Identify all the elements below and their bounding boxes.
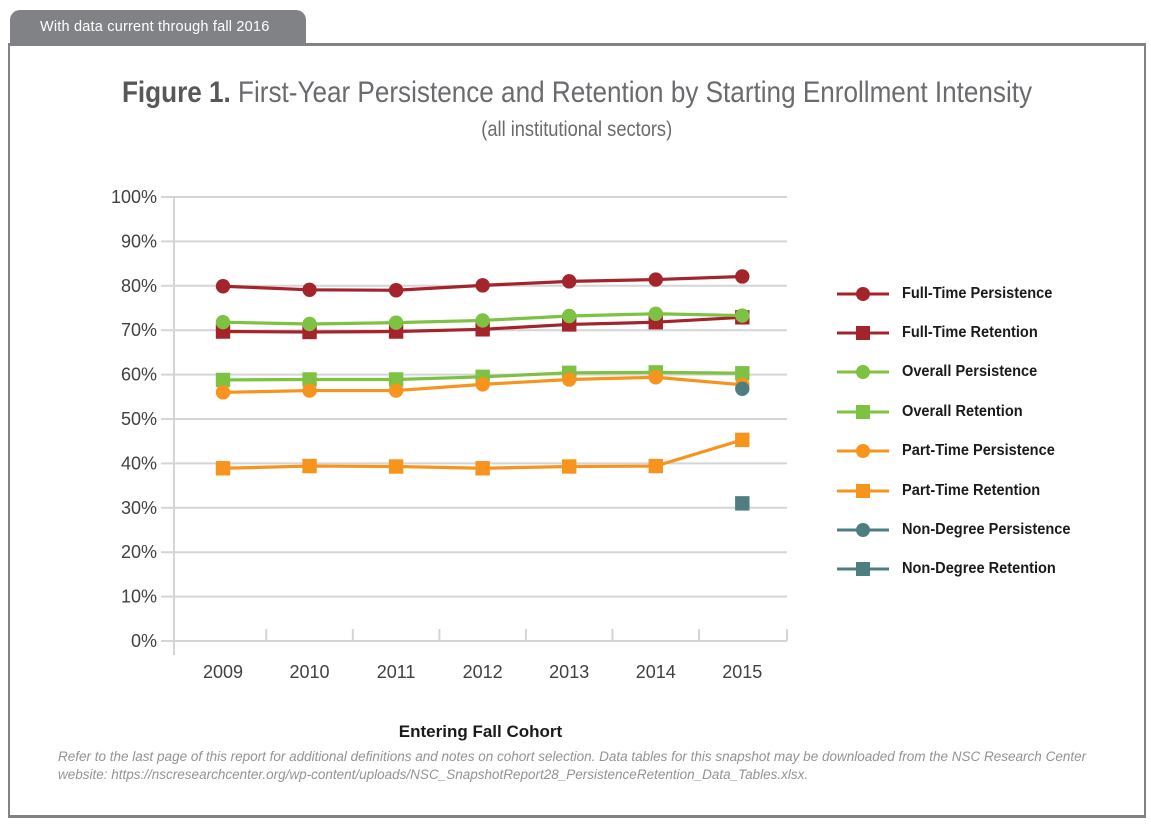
y-axis-tick-label: 70% <box>121 320 157 340</box>
y-axis-tick-label: 80% <box>121 276 157 296</box>
figure-title: Figure 1. First-Year Persistence and Ret… <box>10 76 1144 110</box>
square-marker-icon <box>837 326 889 341</box>
data-point-overall-persistence <box>648 306 663 321</box>
data-point-overall-retention <box>735 366 750 381</box>
data-point-part-time-retention <box>388 459 404 474</box>
x-axis-tick-label: 2012 <box>463 662 503 682</box>
data-point-non-degree-persistence <box>735 381 750 397</box>
x-axis-tick-label: 2013 <box>549 662 589 682</box>
data-point-overall-persistence <box>302 316 317 332</box>
data-point-overall-retention <box>388 372 404 387</box>
x-axis-title: Entering Fall Cohort <box>398 722 563 741</box>
y-axis-tick-label: 40% <box>121 453 157 473</box>
legend-square-glyph <box>856 562 870 577</box>
data-point-full-time-persistence <box>562 274 577 289</box>
legend-square-glyph <box>856 483 870 498</box>
y-axis-tick-label: 90% <box>121 231 157 251</box>
legend-item-part-time-retention: Part-Time Retention <box>837 471 1081 510</box>
legend-label: Full-Time Persistence <box>902 284 1053 302</box>
data-point-part-time-retention <box>562 459 577 474</box>
data-currency-banner: With data current through fall 2016 <box>10 10 306 44</box>
square-marker-icon <box>837 404 889 419</box>
legend-item-non-degree-persistence: Non-Degree Persistence <box>837 510 1081 549</box>
y-axis-tick-label: 10% <box>121 587 157 607</box>
figure-box: Figure 1. First-Year Persistence and Ret… <box>8 43 1146 818</box>
data-point-overall-persistence <box>562 308 577 324</box>
data-point-overall-persistence <box>388 315 404 330</box>
circle-marker-icon <box>837 444 889 459</box>
data-point-overall-persistence <box>475 313 490 328</box>
x-axis-tick-label: 2010 <box>290 662 330 682</box>
legend-label: Overall Retention <box>902 402 1023 420</box>
data-point-non-degree-retention <box>735 496 750 511</box>
banner-text: With data current through fall 2016 <box>40 19 270 35</box>
chart-legend: Full-Time Persistence Full-Time Retention… <box>837 274 1081 589</box>
data-point-part-time-persistence <box>562 372 577 387</box>
legend-square-glyph <box>856 404 870 419</box>
data-point-full-time-persistence <box>388 283 404 298</box>
data-point-part-time-retention <box>475 461 490 476</box>
data-point-part-time-retention <box>648 458 663 474</box>
x-axis-tick-label: 2009 <box>203 662 243 682</box>
data-point-part-time-persistence <box>475 377 490 392</box>
figure-title-text: First-Year Persistence and Retention by … <box>230 76 1033 109</box>
y-axis-tick-label: 100% <box>111 187 157 207</box>
persistence-retention-line-chart: 0% 10% 20% 30% 40% 50% 60% 70% 80% 90% 100% 2009 201… <box>111 187 788 682</box>
footnote: Refer to the last page of this report fo… <box>58 749 1087 782</box>
data-point-part-time-retention <box>735 432 750 448</box>
circle-marker-icon <box>837 523 889 538</box>
x-axis-tick-label: 2015 <box>722 662 762 682</box>
legend-label: Part-Time Persistence <box>902 442 1055 460</box>
data-point-overall-persistence <box>735 308 750 323</box>
y-axis-tick-label: 20% <box>121 542 157 562</box>
data-point-part-time-persistence <box>388 383 404 398</box>
data-point-part-time-persistence <box>215 385 231 400</box>
data-point-full-time-persistence <box>302 282 317 297</box>
legend-label: Part-Time Retention <box>902 481 1041 499</box>
data-point-full-time-persistence <box>475 278 490 293</box>
data-point-part-time-persistence <box>302 383 317 398</box>
legend-item-overall-persistence: Overall Persistence <box>837 353 1081 392</box>
data-point-full-time-persistence <box>735 269 750 284</box>
legend-item-non-degree-retention: Non-Degree Retention <box>837 550 1081 589</box>
x-axis-tick-label: 2011 <box>377 662 416 682</box>
square-marker-icon <box>837 483 889 498</box>
legend-circle-glyph <box>856 286 870 301</box>
legend-label: Non-Degree Persistence <box>902 521 1071 539</box>
circle-marker-icon <box>837 286 889 301</box>
data-point-overall-retention <box>215 372 231 388</box>
y-axis-tick-label: 60% <box>121 365 157 385</box>
legend-label: Overall Persistence <box>902 363 1038 381</box>
data-point-full-time-persistence <box>648 272 663 287</box>
legend-label: Non-Degree Retention <box>902 560 1056 578</box>
data-point-overall-retention <box>302 372 317 387</box>
legend-item-part-time-persistence: Part-Time Persistence <box>837 432 1081 471</box>
figure-number-label: Figure 1. <box>121 76 231 109</box>
legend-label: Full-Time Retention <box>902 324 1038 342</box>
y-axis-tick-label: 30% <box>121 498 157 518</box>
legend-item-full-time-retention: Full-Time Retention <box>837 313 1081 352</box>
data-point-overall-persistence <box>215 315 231 330</box>
data-point-part-time-retention <box>215 461 231 476</box>
y-axis-tick-label: 50% <box>121 409 157 429</box>
legend-circle-glyph <box>856 444 870 459</box>
x-axis-tick-label: 2014 <box>636 662 676 682</box>
legend-circle-glyph <box>856 523 870 538</box>
data-point-part-time-retention <box>302 458 317 474</box>
legend-circle-glyph <box>856 365 870 380</box>
data-point-full-time-persistence <box>215 279 231 294</box>
square-marker-icon <box>837 562 889 577</box>
data-point-part-time-persistence <box>648 370 663 385</box>
y-axis-tick-label: 0% <box>131 631 157 651</box>
circle-marker-icon <box>837 365 889 380</box>
legend-item-full-time-persistence: Full-Time Persistence <box>837 274 1081 313</box>
figure-subtitle: (all institutional sectors) <box>481 118 673 141</box>
legend-square-glyph <box>856 326 870 341</box>
legend-item-overall-retention: Overall Retention <box>837 392 1081 431</box>
figure-content: Figure 1. First-Year Persistence and Ret… <box>10 46 1144 815</box>
